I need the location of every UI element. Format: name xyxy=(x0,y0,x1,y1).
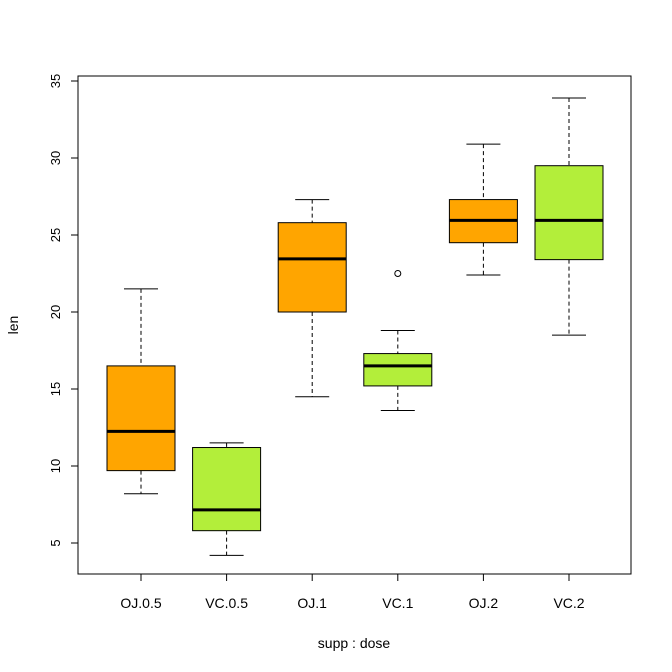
y-tick-label: 15 xyxy=(48,382,63,396)
y-tick-label: 35 xyxy=(48,74,63,88)
x-axis: OJ.0.5 VC.0.5 OJ.1 VC.1 OJ.2 VC.2 xyxy=(120,573,585,611)
x-tick-label: VC.1 xyxy=(382,595,413,611)
y-tick-label: 10 xyxy=(48,459,63,473)
y-tick-label: 25 xyxy=(48,228,63,242)
box-oj-1 xyxy=(277,199,347,398)
box-vc-1 xyxy=(363,270,433,412)
x-tick-label: VC.0.5 xyxy=(205,595,248,611)
iqr-box xyxy=(363,353,433,387)
x-tick-label: VC.2 xyxy=(553,595,584,611)
iqr-box xyxy=(106,365,176,472)
box-oj-0-5 xyxy=(106,288,176,495)
y-axis-label: len xyxy=(5,316,21,335)
outlier-point xyxy=(394,270,402,277)
iqr-box xyxy=(192,447,262,532)
x-tick-label: OJ.2 xyxy=(469,595,499,611)
box-vc-0-5 xyxy=(192,442,262,556)
y-axis: 5 10 15 20 25 30 35 xyxy=(48,74,79,547)
y-tick-label: 5 xyxy=(48,539,63,546)
box-vc-2 xyxy=(534,97,604,336)
iqr-box xyxy=(534,165,604,261)
x-tick-label: OJ.1 xyxy=(297,595,327,611)
box-oj-2 xyxy=(448,143,518,276)
x-tick-label: OJ.0.5 xyxy=(120,595,161,611)
plot-frame xyxy=(77,75,632,575)
iqr-box xyxy=(277,222,347,313)
y-tick-label: 30 xyxy=(48,151,63,165)
x-axis-label: supp : dose xyxy=(318,635,391,651)
y-tick-label: 20 xyxy=(48,305,63,319)
boxes-group xyxy=(106,97,604,556)
